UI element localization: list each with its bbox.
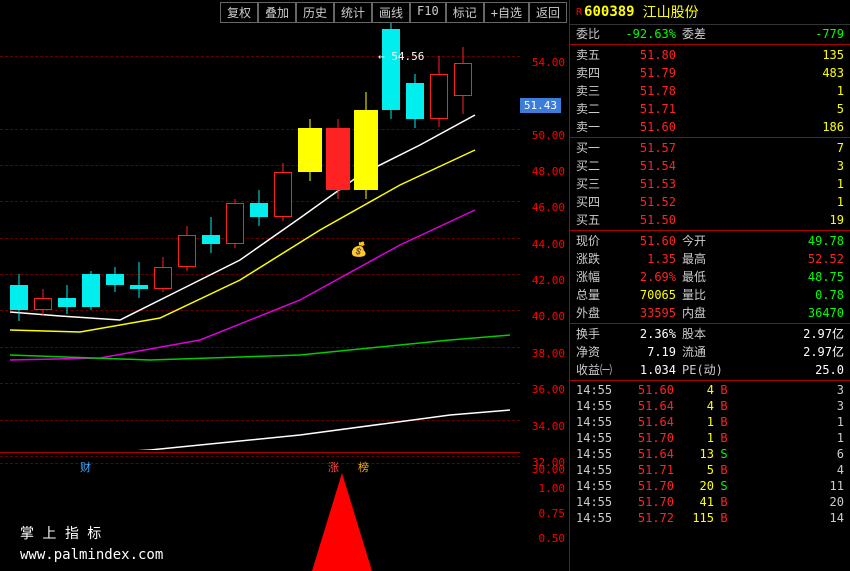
asks-row[interactable]: 卖五51.80135 [570, 46, 850, 64]
yaxis-label: 48.00 [532, 165, 565, 178]
summary2-row: 换手2.36%股本2.97亿 [570, 325, 850, 343]
asks-row[interactable]: 卖三51.781 [570, 82, 850, 100]
toolbar-画线[interactable]: 画线 [372, 2, 410, 23]
chart-panel: 复权叠加历史统计画线F10标记+自选返回 ← 54.56 💰 51.43 54.… [0, 0, 570, 571]
toolbar-返回[interactable]: 返回 [529, 2, 567, 23]
sub-y-axis: 1.00 0.75 0.50 [521, 452, 569, 570]
bids-row[interactable]: 买三51.531 [570, 175, 850, 193]
toolbar-F10[interactable]: F10 [410, 2, 446, 23]
toolbar-标记[interactable]: 标记 [446, 2, 484, 23]
asks-row[interactable]: 卖二51.715 [570, 100, 850, 118]
summary-row: 现价51.60今开49.78 [570, 232, 850, 250]
yaxis-label: 46.00 [532, 201, 565, 214]
tick-row[interactable]: 14:5551.701B1 [570, 430, 850, 446]
current-price-tag: 51.43 [520, 98, 561, 113]
bids-row[interactable]: 买二51.543 [570, 157, 850, 175]
yaxis-label: 42.00 [532, 274, 565, 287]
moneybag-icon: 💰 [350, 242, 367, 258]
quote-panel: R 600389 江山股份 委比 -92.63% 委差 -779 卖五51.80… [570, 0, 850, 571]
asks-row[interactable]: 卖四51.79483 [570, 64, 850, 82]
triangle-indicator [312, 473, 372, 571]
summary-row: 涨跌1.35最高52.52 [570, 250, 850, 268]
yaxis-label: 44.00 [532, 238, 565, 251]
asks-row[interactable]: 卖一51.60186 [570, 118, 850, 136]
sub-yaxis-label: 0.50 [539, 532, 566, 545]
stock-code: 600389 [584, 4, 635, 20]
summary-row: 总量70065量比0.78 [570, 286, 850, 304]
bids-row[interactable]: 买四51.521 [570, 193, 850, 211]
summary-row: 涨幅2.69%最低48.75 [570, 268, 850, 286]
yaxis-label: 50.00 [532, 129, 565, 142]
yaxis-label: 34.00 [532, 420, 565, 433]
high-price-annotation: ← 54.56 [378, 50, 424, 63]
summary2-row: 收益㈠1.034PE(动)25.0 [570, 361, 850, 379]
sub-yaxis-label: 0.75 [539, 507, 566, 520]
yaxis-label: 54.00 [532, 56, 565, 69]
summary-row: 外盘33595内盘36470 [570, 304, 850, 322]
tick-row[interactable]: 14:5551.604B3 [570, 382, 850, 398]
bids-row[interactable]: 买一51.577 [570, 139, 850, 157]
tick-row[interactable]: 14:5551.72115B14 [570, 510, 850, 526]
toolbar-复权[interactable]: 复权 [220, 2, 258, 23]
y-axis: 51.43 54.00 50.00 48.00 46.00 44.00 42.00 40.0… [521, 20, 569, 450]
tick-row[interactable]: 14:5551.644B3 [570, 398, 850, 414]
yaxis-label: 40.00 [532, 310, 565, 323]
toolbar-统计[interactable]: 统计 [334, 2, 372, 23]
tick-row[interactable]: 14:5551.7041B20 [570, 494, 850, 510]
tick-row[interactable]: 14:5551.641B1 [570, 414, 850, 430]
toolbar-叠加[interactable]: 叠加 [258, 2, 296, 23]
weibi-row: 委比 -92.63% 委差 -779 [570, 25, 850, 43]
summary2-row: 净资7.19流通2.97亿 [570, 343, 850, 361]
toolbar: 复权叠加历史统计画线F10标记+自选返回 [220, 2, 567, 23]
bids-row[interactable]: 买五51.5019 [570, 211, 850, 229]
candlestick-chart[interactable]: ← 54.56 💰 [0, 20, 520, 450]
toolbar-历史[interactable]: 历史 [296, 2, 334, 23]
stock-header[interactable]: R 600389 江山股份 [570, 0, 850, 25]
watermark-url: www.palmindex.com [20, 547, 163, 563]
sub-yaxis-label: 1.00 [539, 482, 566, 495]
stock-name: 江山股份 [643, 2, 699, 22]
yaxis-label: 38.00 [532, 347, 565, 360]
cai-label: 财 [80, 459, 91, 475]
yaxis-label: 36.00 [532, 383, 565, 396]
tick-row[interactable]: 14:5551.7020S11 [570, 478, 850, 494]
tick-row[interactable]: 14:5551.715B4 [570, 462, 850, 478]
tick-row[interactable]: 14:5551.6413S6 [570, 446, 850, 462]
watermark-title: 掌 上 指 标 [20, 523, 101, 543]
r-badge: R [576, 7, 582, 18]
toolbar-+自选[interactable]: +自选 [484, 2, 529, 23]
